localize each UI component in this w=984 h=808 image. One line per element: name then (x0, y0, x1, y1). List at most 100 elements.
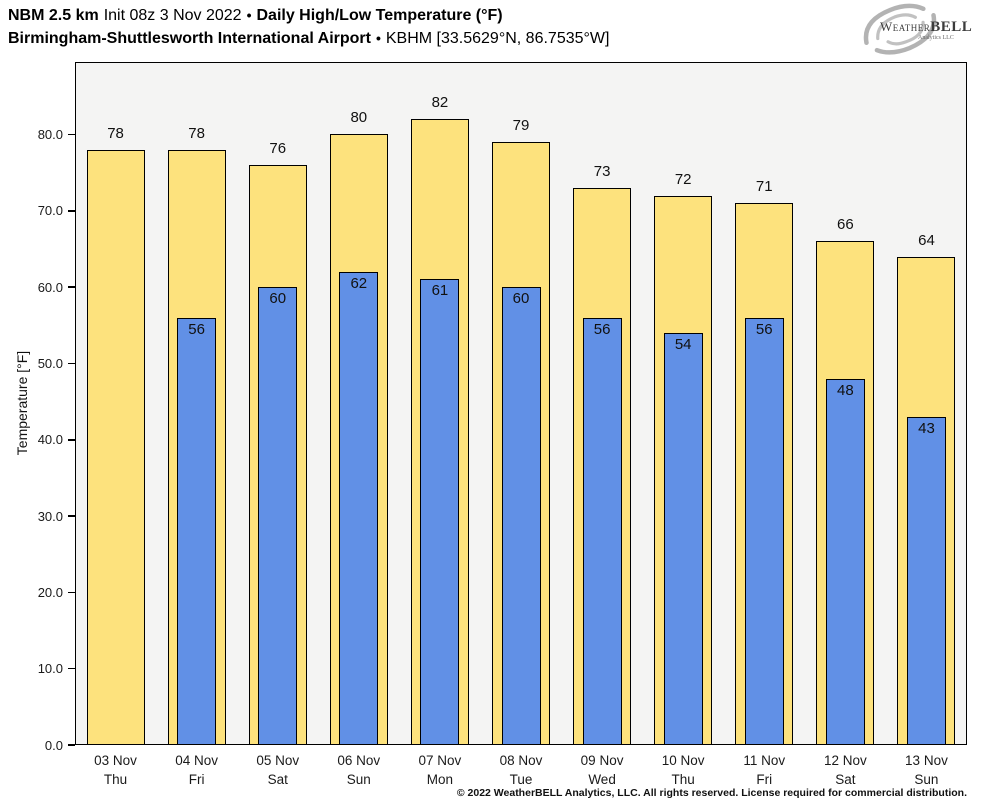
high-value-label: 71 (755, 178, 773, 196)
x-tick-day: Sat (267, 772, 288, 787)
x-tick-date: 11 Nov (743, 753, 786, 768)
x-tick-day: Fri (756, 772, 773, 787)
x-tick-date: 12 Nov (823, 753, 867, 768)
y-tick-label: 70.0 (37, 203, 63, 219)
y-tick-mark (68, 133, 75, 136)
low-value-label: 54 (674, 335, 692, 353)
low-value-label: 56 (755, 320, 773, 338)
x-tick-day: Wed (588, 772, 616, 787)
y-tick-mark (68, 438, 75, 441)
x-tick-date: 04 Nov (175, 753, 218, 768)
x-tick-label: 09 Nov Wed (562, 751, 643, 789)
logo-subtext: Analytics LLC (918, 35, 954, 41)
low-bar (177, 317, 217, 745)
x-tick-date: 03 Nov (94, 753, 137, 768)
x-tick-label: 13 Nov Sun (886, 751, 967, 789)
y-tick-label: 80.0 (37, 126, 63, 142)
x-tick-date: 05 Nov (256, 753, 300, 768)
chart-header: NBM 2.5 km Init 08z 3 Nov 2022 • Daily High… (8, 4, 614, 50)
y-tick-mark (68, 286, 75, 288)
y-tick-label: 0.0 (44, 737, 63, 753)
y-axis-title: Temperature [°F] (14, 350, 30, 456)
y-tick-label: 20.0 (37, 584, 63, 600)
y-tick-mark (68, 210, 75, 212)
low-bar (501, 287, 541, 745)
high-value-label: 78 (107, 124, 124, 142)
x-tick-label: 10 Nov Thu (643, 751, 724, 789)
logo-word-weather: Weather (880, 19, 931, 34)
high-value-label: 76 (269, 140, 287, 158)
station-name: Birmingham-Shuttlesworth International A… (8, 30, 371, 47)
y-tick-mark (68, 515, 75, 517)
low-value-label: 61 (431, 282, 449, 300)
y-tick-mark (68, 362, 75, 365)
low-value-label: 62 (350, 274, 368, 292)
high-value-label: 73 (593, 162, 611, 180)
x-tick-date: 13 Nov (905, 753, 948, 768)
x-tick-day: Mon (426, 772, 454, 787)
low-value-label: 43 (918, 419, 935, 437)
separator-bullet: • (375, 30, 381, 46)
title-line-1: NBM 2.5 km Init 08z 3 Nov 2022 • Daily High… (8, 4, 614, 27)
x-tick-label: 11 Nov Fri (724, 751, 805, 789)
y-tick-mark (68, 591, 75, 594)
low-bar (744, 317, 784, 745)
high-value-label: 66 (837, 216, 854, 234)
high-value-label: 82 (431, 94, 449, 112)
x-tick-date: 08 Nov (499, 753, 543, 768)
separator-bullet: • (246, 7, 252, 23)
y-tick-label: 10.0 (37, 661, 63, 677)
low-value-label: 56 (593, 320, 611, 338)
x-tick-date: 07 Nov (418, 753, 462, 768)
y-tick-mark (68, 744, 75, 746)
weatherbell-logo: WeatherBELL Analytics LLC (850, 1, 978, 57)
high-value-label: 80 (350, 109, 368, 127)
low-bar (258, 287, 298, 745)
x-tick-label: 03 Nov Thu (75, 751, 156, 789)
high-value-label: 78 (188, 124, 205, 142)
high-bar (86, 149, 145, 745)
y-tick-mark (68, 667, 75, 670)
x-tick-day: Fri (188, 772, 205, 787)
station-coordinates: KBHM [33.5629°N, 86.7535°W] (385, 30, 610, 47)
copyright-notice: © 2022 WeatherBELL Analytics, LLC. All r… (456, 787, 967, 799)
x-tick-day: Tue (509, 772, 533, 787)
x-tick-day: Sat (835, 772, 856, 787)
logo-wordmark: WeatherBELL (880, 18, 972, 36)
low-bar (906, 416, 946, 745)
high-value-label: 64 (918, 231, 935, 249)
low-bar (339, 271, 379, 745)
high-value-label: 72 (674, 170, 692, 188)
x-tick-label: 07 Nov Mon (399, 751, 480, 789)
x-tick-day: Thu (103, 772, 128, 787)
x-tick-date: 06 Nov (337, 753, 381, 768)
low-value-label: 56 (188, 320, 205, 338)
x-tick-day: Sun (914, 772, 939, 787)
hurricane-swirl-icon (863, 3, 937, 55)
low-bar (825, 378, 865, 745)
x-tick-label: 06 Nov Sun (318, 751, 399, 789)
model-name: NBM 2.5 km (8, 7, 99, 24)
x-tick-label: 08 Nov Tue (480, 751, 561, 789)
x-tick-day: Sun (346, 772, 371, 787)
y-tick-label: 30.0 (37, 508, 63, 524)
low-value-label: 48 (837, 381, 854, 399)
low-value-label: 60 (512, 290, 530, 308)
x-tick-day: Thu (671, 772, 695, 787)
high-value-label: 79 (512, 117, 530, 135)
low-bar (663, 332, 703, 745)
product-name: Daily High/Low Temperature (°F) (256, 7, 503, 24)
y-tick-label: 40.0 (37, 432, 63, 448)
low-value-label: 60 (269, 290, 287, 308)
init-time: Init 08z 3 Nov 2022 (103, 7, 242, 24)
low-bar (582, 317, 622, 745)
y-tick-label: 60.0 (37, 279, 63, 295)
x-tick-label: 04 Nov Fri (156, 751, 237, 789)
x-tick-date: 10 Nov (661, 753, 705, 768)
x-tick-label: 05 Nov Sat (237, 751, 318, 789)
y-tick-label: 50.0 (37, 355, 63, 371)
logo-word-bell: BELL (930, 19, 973, 35)
x-tick-label: 12 Nov Sat (805, 751, 886, 789)
low-bar (420, 279, 460, 745)
